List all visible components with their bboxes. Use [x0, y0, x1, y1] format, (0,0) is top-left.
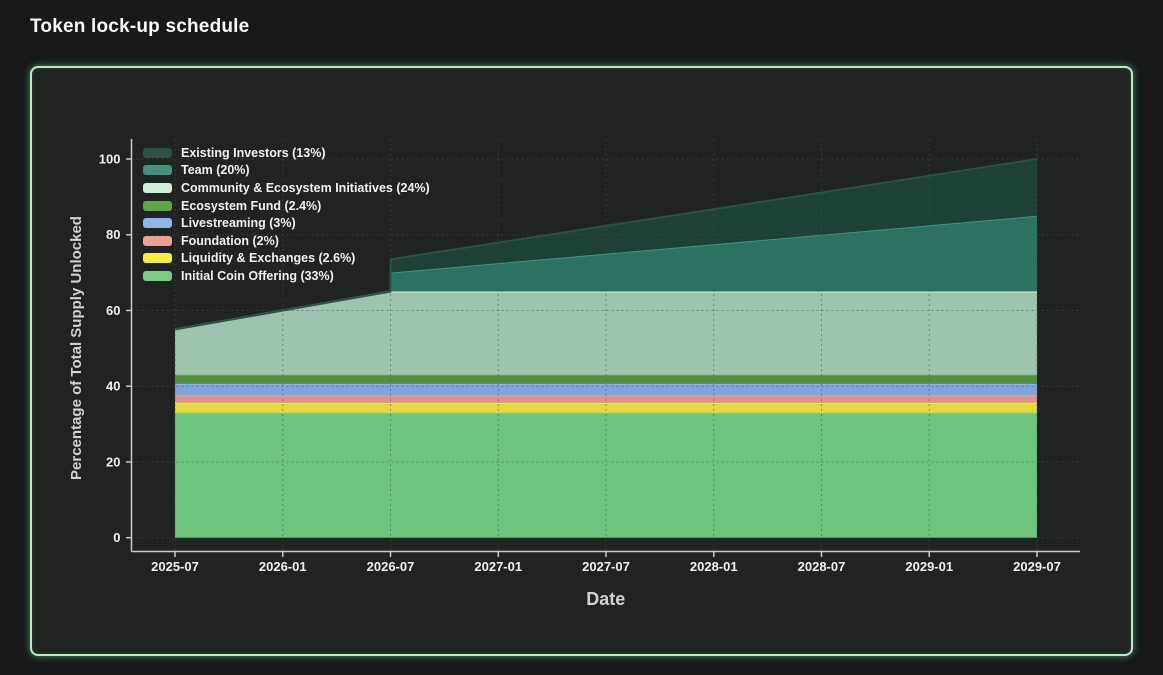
legend-item-7[interactable]: Initial Coin Offering (33%)	[143, 267, 430, 285]
x-tick-label: 2029-01	[905, 559, 953, 574]
x-tick-label: 2027-01	[474, 559, 522, 574]
legend-item-6[interactable]: Liquidity & Exchanges (2.6%)	[143, 250, 430, 268]
legend-label: Initial Coin Offering (33%)	[181, 268, 334, 283]
legend-item-2[interactable]: Community & Ecosystem Initiatives (24%)	[143, 179, 430, 197]
y-axis-title: Percentage of Total Supply Unlocked	[68, 216, 85, 480]
y-tick-label: 20	[106, 454, 120, 469]
gridlines	[131, 139, 1080, 552]
x-tick-label: 2028-07	[798, 559, 846, 574]
legend-label: Existing Investors (13%)	[181, 145, 326, 160]
legend-item-4[interactable]: Livestreaming (3%)	[143, 214, 430, 232]
y-tick-label: 60	[106, 303, 120, 318]
x-tick-label: 2025-07	[151, 559, 199, 574]
legend-item-0[interactable]: Existing Investors (13%)	[143, 144, 430, 162]
x-axis-title: Date	[586, 589, 625, 609]
legend-label: Ecosystem Fund (2.4%)	[181, 198, 322, 213]
x-tick-label: 2029-07	[1013, 559, 1061, 574]
legend-label: Community & Ecosystem Initiatives (24%)	[181, 180, 430, 195]
tick-labels: 2025-07 2026-01 2026-07 2027-01 2027-07 2028-…	[99, 152, 1061, 575]
legend-swatch	[143, 200, 172, 211]
chart-legend: Existing Investors (13%) Team (20%) Commun…	[143, 144, 430, 285]
legend-swatch	[143, 218, 172, 229]
legend-swatch	[143, 165, 172, 176]
legend-label: Livestreaming (3%)	[181, 216, 296, 231]
y-tick-label: 100	[99, 152, 121, 167]
x-tick-label: 2026-07	[367, 559, 415, 574]
legend-swatch	[143, 147, 172, 158]
legend-label: Foundation (2%)	[181, 233, 279, 248]
x-tick-label: 2026-01	[259, 559, 307, 574]
legend-swatch	[143, 235, 172, 246]
legend-swatch	[143, 182, 172, 193]
y-tick-label: 80	[106, 227, 120, 242]
legend-item-3[interactable]: Ecosystem Fund (2.4%)	[143, 197, 430, 215]
legend-swatch	[143, 253, 172, 264]
legend-item-1[interactable]: Team (20%)	[143, 162, 430, 180]
legend-swatch	[143, 270, 172, 281]
lockup-chart: 2025-07 2026-01 2026-07 2027-01 2027-07 2028-…	[68, 139, 1080, 609]
legend-item-5[interactable]: Foundation (2%)	[143, 232, 430, 250]
x-tick-label: 2028-01	[690, 559, 738, 574]
legend-label: Team (20%)	[181, 163, 250, 178]
legend-label: Liquidity & Exchanges (2.6%)	[181, 251, 356, 266]
x-tick-label: 2027-07	[582, 559, 630, 574]
page-title: Token lock-up schedule	[30, 16, 250, 37]
y-tick-label: 0	[113, 530, 120, 545]
axes	[126, 139, 1080, 557]
chart-card: 2025-07 2026-01 2026-07 2027-01 2027-07 2028-…	[30, 66, 1133, 656]
y-tick-label: 40	[106, 379, 120, 394]
